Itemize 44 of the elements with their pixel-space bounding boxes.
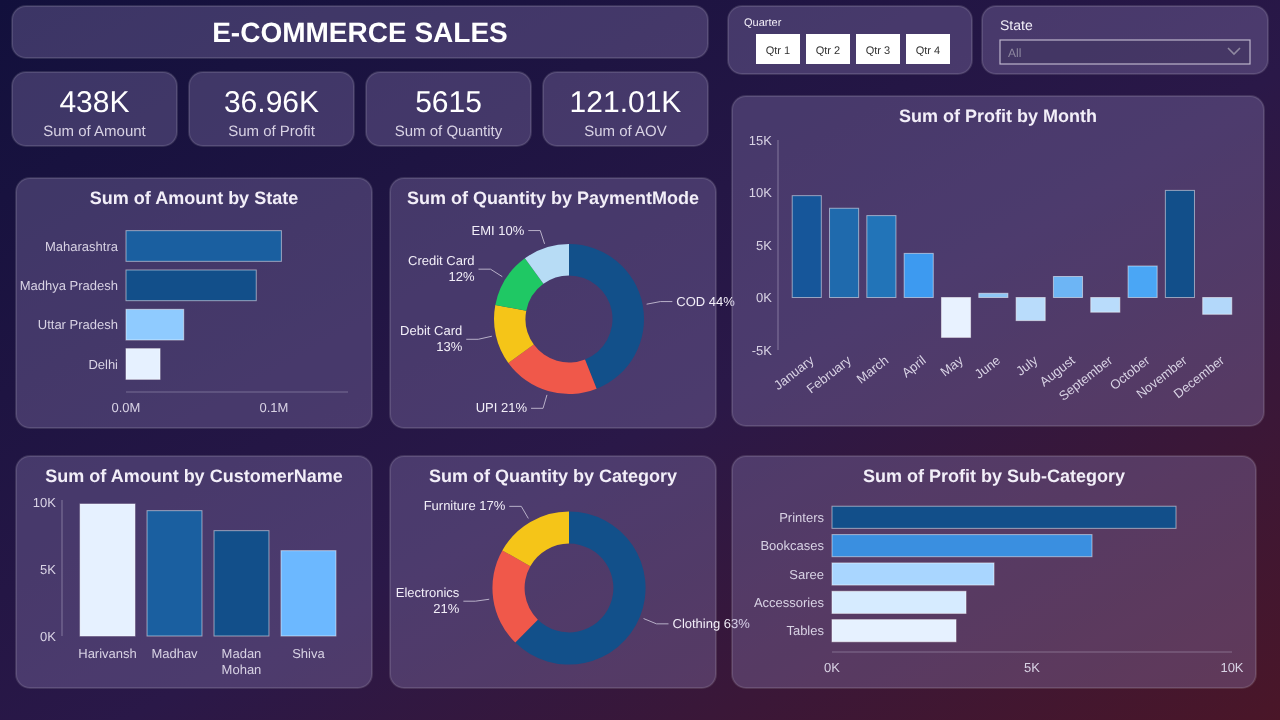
donut-slice — [569, 244, 644, 389]
bar — [125, 230, 282, 262]
bar — [1052, 276, 1084, 298]
text: 36.96K — [223, 86, 320, 120]
bar — [1202, 297, 1233, 315]
donut-slice — [502, 511, 569, 567]
bar — [791, 195, 822, 298]
text: E-COMMERCE SALES — [212, 16, 508, 48]
bar — [280, 550, 337, 637]
donut-slice — [508, 344, 597, 394]
text: 121.01K — [569, 86, 682, 120]
chart-title: Sum of Amount by CustomerName — [45, 466, 343, 486]
donut-slice — [494, 304, 534, 364]
bar — [79, 503, 136, 637]
bar — [213, 530, 270, 637]
bar — [903, 252, 934, 298]
chart-title: Sum of Profit by Sub-Category — [862, 466, 1126, 486]
bar — [831, 505, 1177, 529]
donut-slice — [524, 244, 569, 284]
bar — [1127, 265, 1158, 298]
bar — [831, 590, 967, 614]
bar — [978, 292, 1009, 298]
chart-title: Sum of Quantity by Category — [428, 466, 678, 486]
bar — [1015, 297, 1046, 322]
bar — [125, 308, 185, 341]
bar — [866, 215, 897, 298]
bar — [940, 297, 972, 338]
bar — [1164, 189, 1195, 298]
bar — [831, 562, 995, 586]
bar — [831, 619, 957, 643]
bar — [831, 534, 1093, 558]
bar — [125, 269, 257, 302]
donut-slice — [515, 511, 646, 665]
donut-slice — [495, 258, 544, 311]
text: 5615 — [415, 86, 482, 120]
chart-title: Sum of Profit by Month — [899, 106, 1097, 126]
chart-title: Sum of Quantity by PaymentMode — [406, 188, 700, 208]
chart-title: Sum of Amount by State — [89, 188, 299, 208]
donut-slice — [492, 550, 538, 643]
bar — [125, 348, 161, 380]
bar — [1090, 297, 1121, 313]
bar — [146, 510, 203, 637]
text: 438K — [59, 86, 130, 120]
bar — [829, 207, 860, 298]
